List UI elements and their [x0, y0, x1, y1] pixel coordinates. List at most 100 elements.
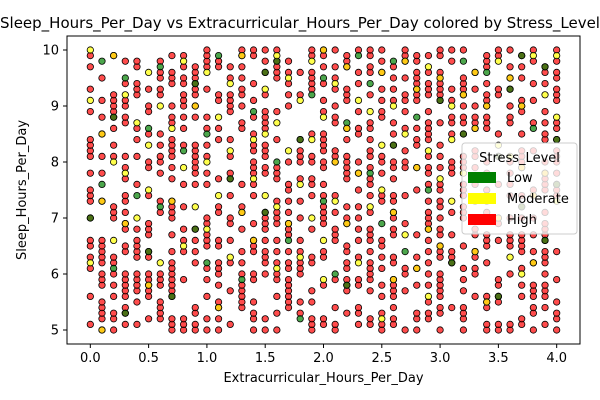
point-moderate [284, 74, 293, 82]
point-high [261, 236, 269, 244]
point-high [529, 80, 537, 88]
point-high [378, 264, 386, 272]
x-tick-label: 3.5 [488, 351, 509, 366]
point-moderate [296, 180, 304, 188]
point-high [86, 85, 94, 93]
point-high [483, 113, 491, 121]
point-low [145, 248, 153, 256]
point-high [459, 275, 468, 284]
point-high [436, 152, 444, 160]
point-moderate [343, 63, 351, 71]
point-high [203, 113, 211, 121]
point-low [494, 292, 502, 300]
point-high [483, 320, 491, 328]
point-high [378, 96, 386, 105]
point-high [378, 108, 386, 116]
point-moderate [284, 147, 293, 155]
point-high [541, 130, 549, 138]
point-high [203, 85, 211, 93]
point-moderate [378, 141, 386, 149]
point-high [110, 281, 118, 289]
point-moderate [506, 253, 514, 261]
point-moderate [261, 192, 269, 200]
point-low [366, 169, 374, 177]
point-high [133, 236, 141, 244]
point-high [424, 197, 433, 205]
point-high [273, 326, 281, 334]
point-high [389, 158, 398, 166]
point-high [179, 124, 188, 132]
point-high [494, 130, 502, 138]
point-moderate [110, 236, 118, 244]
point-high [249, 192, 258, 200]
point-moderate [179, 57, 188, 65]
point-high [121, 320, 129, 328]
point-moderate [121, 169, 129, 177]
point-high [343, 242, 351, 250]
point-high [343, 203, 351, 211]
point-moderate [133, 214, 141, 222]
point-moderate [156, 259, 164, 267]
point-high [459, 242, 468, 250]
point-high [448, 208, 456, 216]
point-moderate [401, 57, 409, 65]
point-moderate [553, 113, 561, 121]
point-high [401, 108, 409, 116]
point-high [413, 231, 421, 239]
point-moderate [273, 264, 281, 272]
point-moderate [308, 214, 316, 222]
point-high [424, 259, 433, 267]
point-high [331, 320, 339, 328]
point-moderate [308, 136, 316, 144]
point-low [191, 80, 199, 88]
point-high [238, 248, 246, 256]
point-high [343, 136, 351, 144]
point-moderate [168, 124, 176, 132]
point-high [168, 315, 176, 323]
point-high [471, 85, 479, 93]
point-moderate [436, 74, 444, 82]
point-high [238, 102, 246, 110]
legend-label-moderate: Moderate [507, 192, 569, 207]
point-moderate [389, 275, 398, 284]
point-high [145, 102, 153, 110]
point-high [86, 136, 94, 144]
x-tick-label: 2.5 [371, 351, 392, 366]
point-high [203, 326, 211, 334]
point-high [179, 91, 188, 99]
point-high [296, 298, 304, 306]
point-high [273, 236, 281, 244]
legend-swatch-low [468, 172, 496, 183]
point-moderate [273, 51, 281, 60]
point-high [343, 51, 351, 60]
point-high [378, 292, 386, 300]
point-high [459, 264, 468, 272]
point-high [261, 270, 269, 278]
point-moderate [296, 96, 304, 105]
point-moderate [226, 80, 234, 88]
point-low [319, 74, 328, 82]
point-high [214, 136, 223, 144]
point-high [249, 270, 258, 278]
point-high [168, 51, 176, 60]
point-high [541, 119, 549, 127]
point-high [133, 270, 141, 278]
point-high [296, 236, 304, 244]
point-low [191, 225, 199, 233]
point-high [86, 169, 94, 177]
point-high [308, 192, 316, 200]
point-high [389, 253, 398, 261]
point-high [366, 136, 374, 144]
point-high [518, 315, 526, 323]
point-high [436, 303, 444, 312]
point-high [179, 225, 188, 233]
point-moderate [529, 51, 537, 60]
point-moderate [249, 175, 258, 183]
legend-title: Stress_Level [479, 151, 560, 166]
point-high [436, 225, 444, 233]
point-high [121, 192, 129, 200]
y-tick-label: 5 [51, 324, 59, 339]
point-high [86, 186, 94, 194]
point-moderate [448, 197, 456, 205]
point-low [145, 124, 153, 132]
